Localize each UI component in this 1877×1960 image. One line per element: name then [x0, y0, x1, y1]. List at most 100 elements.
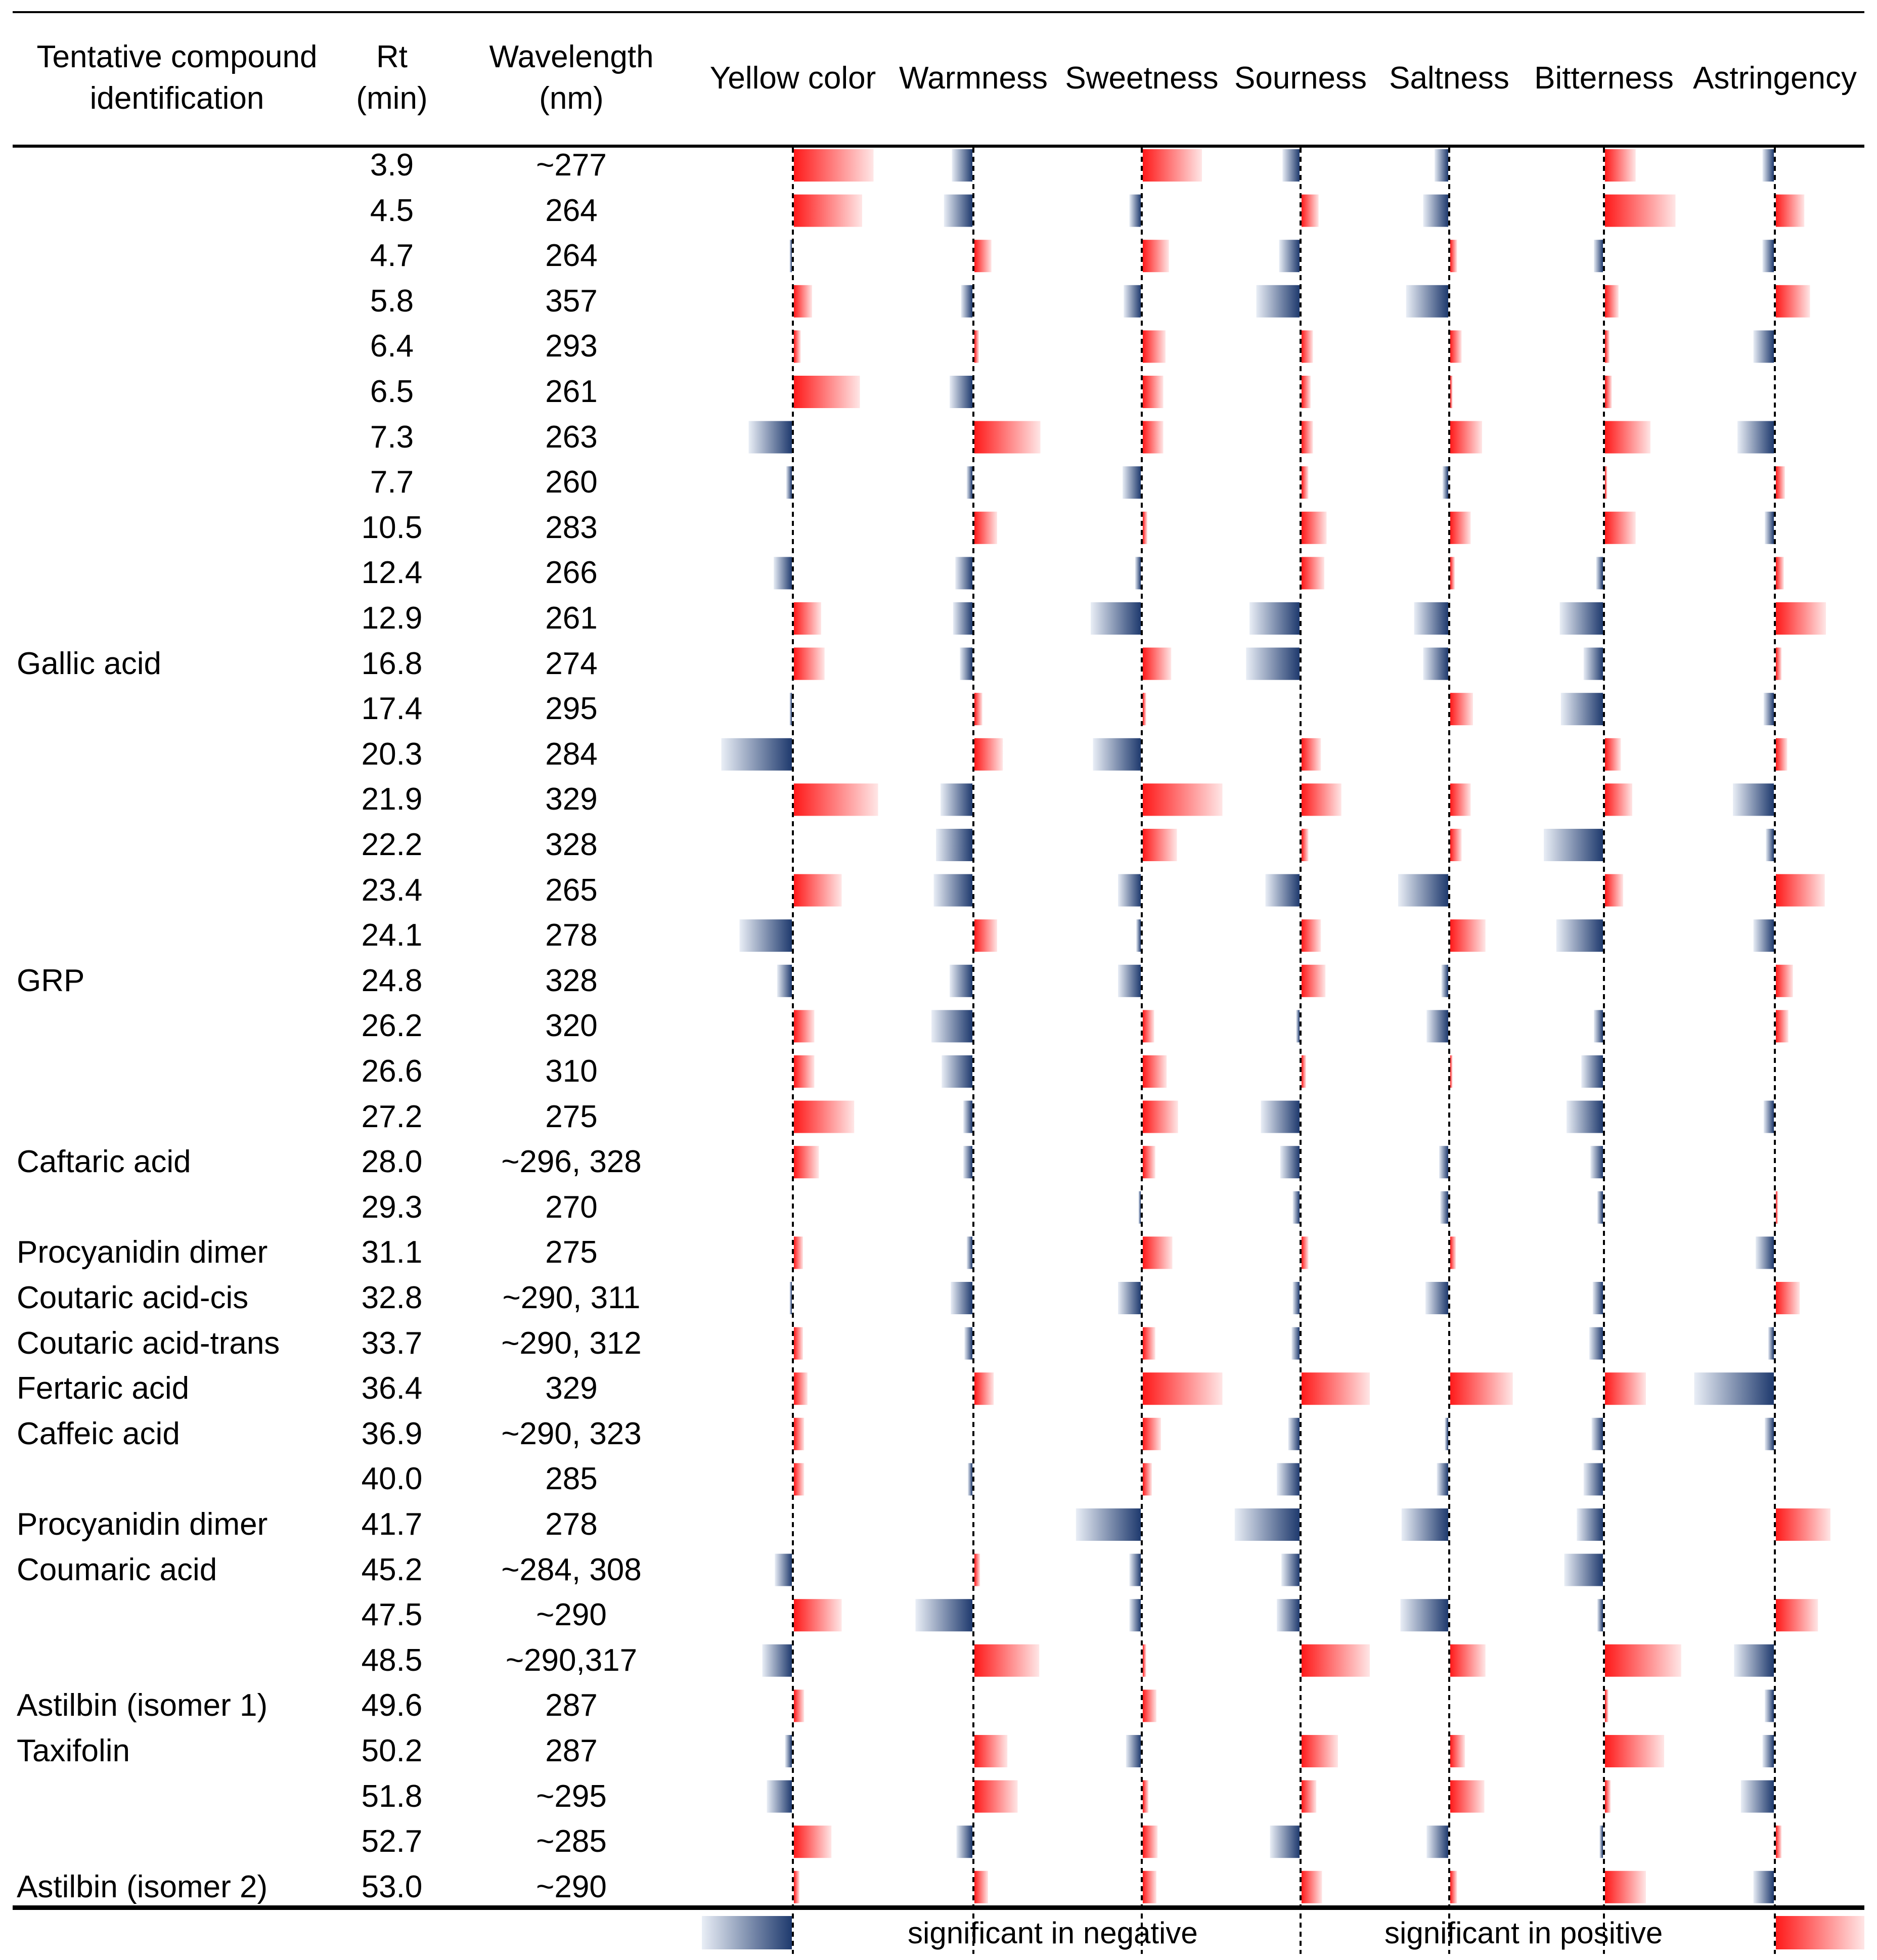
bar-positive — [1605, 194, 1676, 227]
bar-negative — [1129, 194, 1141, 227]
top-rule — [13, 11, 1864, 13]
bar-negative — [1762, 1735, 1774, 1767]
bar-negative — [1694, 1372, 1774, 1405]
bar-positive — [1302, 1870, 1322, 1903]
bar-negative — [1564, 1553, 1603, 1586]
row-rt: 45.2 — [361, 1552, 423, 1587]
row-compound: Fertaric acid — [17, 1371, 190, 1406]
bar-positive — [1776, 1282, 1800, 1314]
bar-positive — [1605, 421, 1650, 454]
bar-positive — [1302, 194, 1319, 227]
bar-negative — [952, 149, 972, 182]
bar-negative — [1118, 874, 1141, 907]
bar-negative — [1277, 1463, 1300, 1496]
bar-negative — [1135, 557, 1141, 590]
row-rt: 36.9 — [361, 1416, 423, 1451]
row-rt: 5.8 — [370, 284, 414, 319]
row-compound: Astilbin (isomer 1) — [17, 1688, 268, 1723]
bar-positive — [794, 1327, 803, 1360]
bar-negative — [1246, 647, 1300, 680]
row-compound: Caftaric acid — [17, 1144, 191, 1179]
bar-negative — [944, 194, 972, 227]
bar-positive — [794, 1689, 805, 1722]
bar-negative — [1256, 285, 1300, 318]
bar-positive — [1605, 1372, 1646, 1405]
bar-positive — [1605, 1644, 1681, 1677]
bar-negative — [1401, 1508, 1448, 1541]
bar-positive — [794, 1870, 800, 1903]
bar-positive — [1776, 647, 1782, 680]
bar-negative — [1442, 466, 1448, 499]
bar-negative — [1435, 149, 1448, 182]
row-compound: Coutaric acid-cis — [17, 1280, 249, 1315]
row-wavelength: 270 — [545, 1190, 598, 1225]
bar-negative — [1590, 1146, 1603, 1179]
bar-negative — [950, 376, 972, 408]
bar-negative — [1766, 829, 1774, 861]
bar-positive — [1143, 376, 1164, 408]
bar-negative — [1281, 1553, 1300, 1586]
bar-negative — [1740, 1780, 1774, 1813]
header-compound: Tentative compound identification — [36, 39, 318, 116]
bar-negative — [1279, 240, 1300, 273]
bar-negative — [1762, 149, 1774, 182]
header-attribute: Warmness — [899, 61, 1048, 96]
bar-positive — [1450, 1372, 1513, 1405]
bar-negative — [1583, 647, 1603, 680]
bar-positive — [1143, 149, 1202, 182]
bar-positive — [794, 149, 874, 182]
bar-positive — [794, 1599, 842, 1632]
row-rt: 6.5 — [370, 374, 414, 409]
bar-negative — [1118, 1282, 1141, 1314]
header-attribute: Sourness — [1234, 61, 1367, 96]
bar-negative — [1765, 1417, 1774, 1450]
row-compound: Procyanidin dimer — [17, 1507, 268, 1542]
bar-positive — [794, 1010, 815, 1043]
row-wavelength: 283 — [545, 510, 598, 545]
row-wavelength: 275 — [545, 1099, 598, 1134]
bar-negative — [1129, 1599, 1141, 1632]
row-rt: 48.5 — [361, 1643, 423, 1678]
bar-negative — [774, 557, 792, 590]
bar-positive — [1450, 693, 1473, 726]
bar-positive — [1143, 421, 1164, 454]
bar-positive — [1605, 738, 1621, 771]
bar-positive — [1143, 693, 1146, 726]
legend-negative-label: significant in negative — [908, 1916, 1198, 1950]
bar-negative — [1398, 874, 1448, 907]
row-rt: 51.8 — [361, 1779, 423, 1814]
bar-negative — [1126, 1735, 1141, 1767]
bar-negative — [767, 1780, 792, 1813]
bar-positive — [1302, 919, 1321, 952]
bar-negative — [1425, 1282, 1448, 1314]
row-wavelength: 260 — [545, 465, 598, 500]
bar-positive — [1776, 1010, 1789, 1043]
bar-negative — [1288, 1417, 1300, 1450]
row-wavelength: 264 — [545, 193, 598, 228]
row-wavelength: ~295 — [536, 1779, 607, 1814]
bar-negative — [777, 964, 792, 997]
bar-positive — [794, 1463, 805, 1496]
bar-negative — [1426, 1010, 1448, 1043]
bar-negative — [1292, 1191, 1300, 1224]
bar-positive — [974, 1870, 988, 1903]
bar-positive — [974, 1372, 994, 1405]
bar-negative — [1765, 511, 1774, 544]
bar-positive — [1143, 1327, 1155, 1360]
row-rt: 7.3 — [370, 420, 414, 455]
bar-negative — [1414, 602, 1448, 635]
row-compound: Coutaric acid-trans — [17, 1326, 280, 1361]
bar-positive — [974, 693, 982, 726]
row-wavelength: ~296, 328 — [501, 1144, 642, 1179]
bar-negative — [1763, 693, 1774, 726]
bar-positive — [1450, 1644, 1486, 1677]
bar-negative — [950, 964, 972, 997]
row-wavelength: 266 — [545, 555, 598, 590]
bar-positive — [794, 1417, 805, 1450]
bar-positive — [1143, 1236, 1173, 1269]
bar-positive — [974, 511, 997, 544]
row-rt: 36.4 — [361, 1371, 423, 1406]
bar-negative — [953, 602, 972, 635]
row-rt: 17.4 — [361, 691, 423, 726]
bar-negative — [1437, 1463, 1448, 1496]
